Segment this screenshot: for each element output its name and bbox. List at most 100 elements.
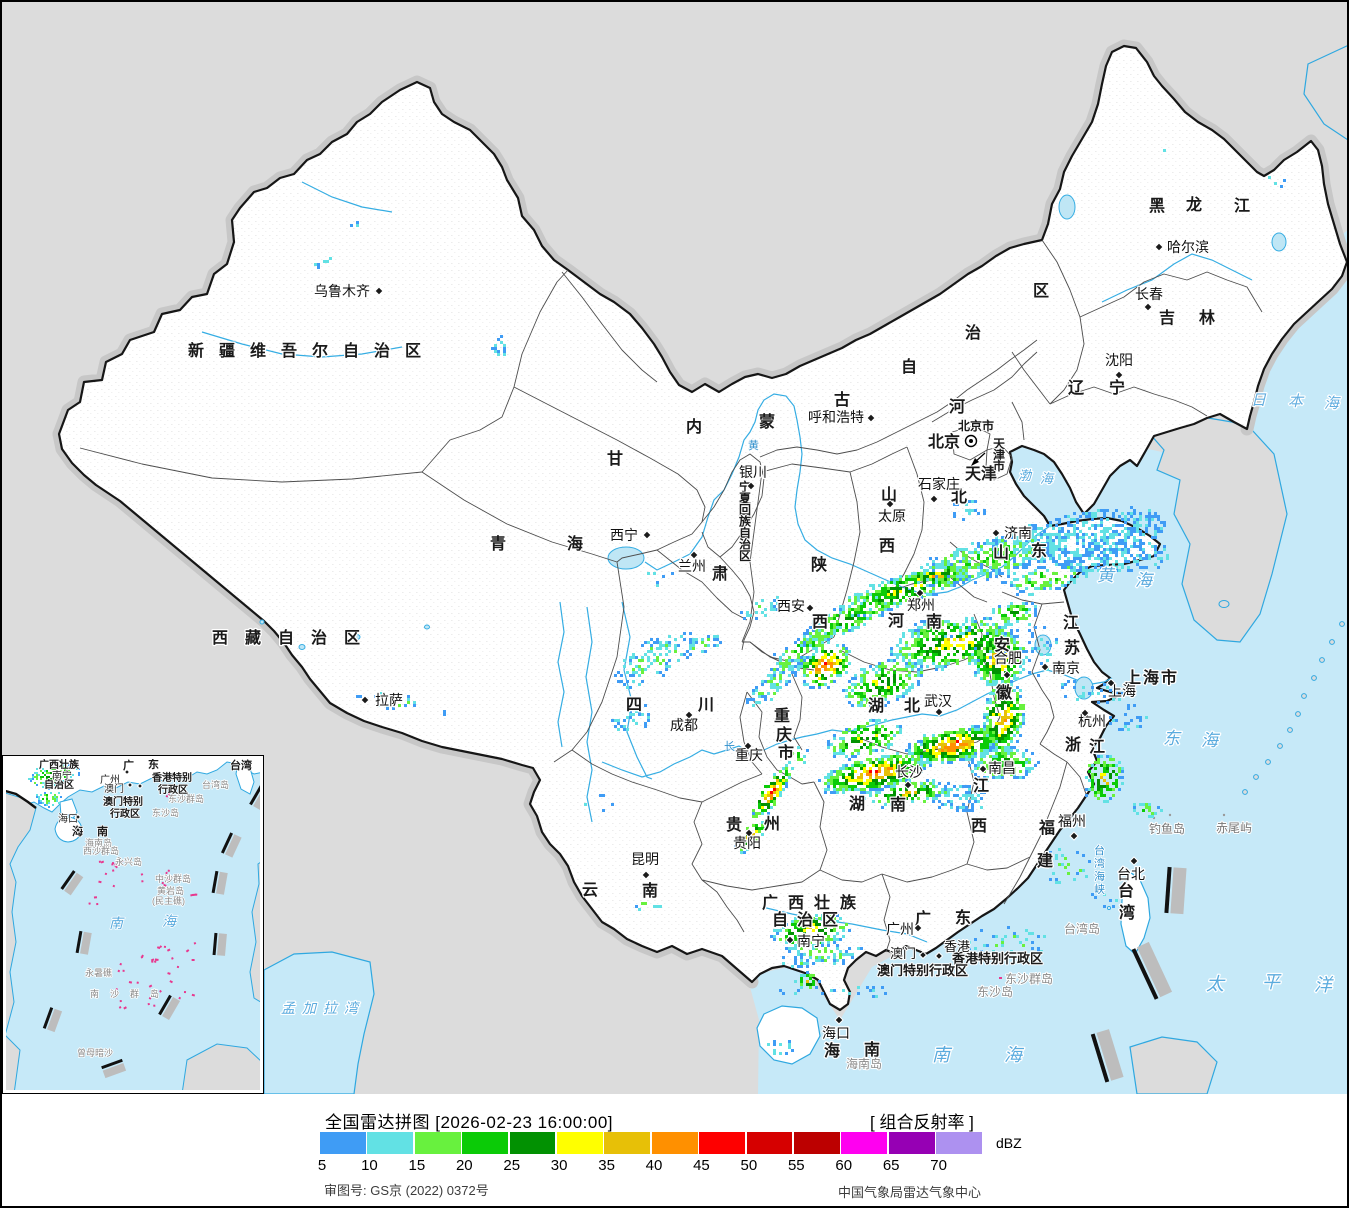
map-label: 黑	[1149, 197, 1165, 215]
inset-islet-mark	[98, 860, 101, 863]
map-label: 自治区	[44, 778, 74, 791]
islet-mark	[1003, 991, 1006, 993]
inset-boundary-dash	[211, 870, 219, 894]
scale-value: 70	[930, 1157, 947, 1174]
province-border	[966, 856, 1031, 871]
map-label: 江	[1063, 614, 1079, 632]
inset-boundary-dash	[158, 994, 172, 1016]
scale-value: 5	[317, 1157, 327, 1174]
map-label: 南	[642, 881, 658, 900]
scale-value: 35	[598, 1157, 615, 1174]
province-border	[1041, 239, 1085, 405]
inset-dash-shadow	[80, 931, 92, 955]
scale-seg-50	[746, 1132, 793, 1154]
inset-islet-mark	[167, 869, 170, 872]
map-label: 西	[812, 613, 828, 631]
scale-value: 40	[645, 1157, 663, 1174]
inset-islet-mark	[93, 896, 98, 899]
map-label: 沈阳	[1105, 352, 1133, 368]
map-label: 澳门	[890, 946, 916, 961]
province-border	[759, 339, 1038, 458]
inset-islet-mark	[163, 945, 167, 948]
radar-echo-level-2	[34, 764, 70, 804]
city-marker	[743, 741, 753, 751]
city-marker	[866, 413, 876, 423]
map-label: 南昌	[988, 760, 1016, 776]
map-label: 台湾岛	[1064, 921, 1100, 936]
province-border	[1049, 386, 1208, 417]
province-border	[1011, 401, 1025, 441]
scale-seg-60	[841, 1132, 888, 1154]
inset-islet-mark	[117, 969, 121, 973]
province-border	[881, 873, 891, 953]
river	[644, 553, 691, 571]
city-marker	[934, 707, 944, 717]
scale-seg-5	[320, 1132, 366, 1154]
map-label: 西	[971, 817, 987, 835]
map-label: 台湾海峡	[1094, 843, 1105, 896]
city-marker	[834, 1015, 844, 1025]
province-border	[1039, 701, 1055, 745]
map-label: 福	[1038, 818, 1055, 837]
map-label: 平	[1262, 972, 1316, 992]
inset-islet-mark	[114, 992, 118, 996]
small-island-dot	[1222, 813, 1226, 817]
map-label: 河	[888, 611, 904, 630]
map-label: 山	[881, 486, 897, 504]
scale-seg-15	[414, 1132, 461, 1154]
jeju-island	[1218, 600, 1230, 608]
inset-islet-mark	[115, 987, 118, 991]
city-marker	[744, 828, 754, 838]
lake	[353, 634, 361, 640]
map-label: 黄	[1097, 566, 1134, 585]
map-label: 江	[1234, 197, 1250, 215]
map-label: 钓鱼岛	[1149, 821, 1185, 836]
map-label: 拉萨	[375, 692, 403, 708]
map-label: 西沙群岛	[83, 845, 119, 856]
province-border	[1029, 761, 1068, 858]
province-border	[701, 869, 821, 891]
inset-islet-mark	[166, 948, 171, 952]
map-label: 陕	[811, 555, 827, 574]
map-label: 南	[864, 1040, 880, 1059]
map-label: 海	[1135, 571, 1172, 590]
inset-islet-mark	[141, 880, 144, 883]
scale-value: 25	[503, 1157, 521, 1174]
map-label: 台湾	[230, 758, 252, 772]
map-label: 海	[567, 534, 583, 553]
ryukyu-island	[1265, 759, 1271, 765]
scale-value: 15	[408, 1157, 426, 1174]
city-marker	[1129, 856, 1139, 866]
map-label: 天津	[965, 465, 997, 483]
city-marker	[374, 286, 384, 296]
map-label: 浙	[1065, 735, 1081, 754]
city-marker	[885, 499, 895, 509]
province-border	[931, 351, 1038, 423]
province-border	[513, 386, 706, 563]
ryukyu-island	[1329, 639, 1335, 645]
city-marker	[746, 481, 756, 491]
inset-islet-mark	[112, 869, 115, 872]
map-label: 古	[834, 390, 850, 409]
map-label: 东	[1163, 729, 1200, 748]
map-label: 治	[965, 323, 981, 342]
map-label: 江	[973, 777, 989, 795]
city-marker	[74, 826, 82, 834]
map-label: 四	[626, 697, 642, 714]
map-label: 海	[824, 1041, 840, 1060]
map-label: 赤尾屿	[1216, 821, 1252, 835]
inset-boundary-dash	[60, 870, 76, 890]
inset-boundary-dash	[212, 932, 218, 956]
unit-label: dBZ	[996, 1135, 1022, 1151]
ryukyu-island	[1295, 711, 1301, 717]
inset-islet-mark	[165, 871, 168, 875]
map-label: 东	[1031, 541, 1047, 560]
scale-value: 65	[882, 1157, 900, 1174]
scale-value: 45	[693, 1157, 710, 1174]
scale-seg-55	[793, 1132, 840, 1154]
map-label: 西宁	[610, 527, 638, 543]
city-marker	[991, 528, 1001, 538]
inset-islet-mark	[183, 991, 187, 994]
inset-islet-mark	[112, 884, 116, 888]
